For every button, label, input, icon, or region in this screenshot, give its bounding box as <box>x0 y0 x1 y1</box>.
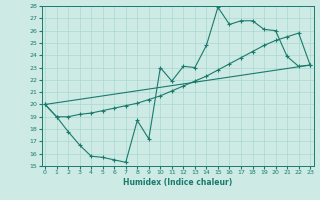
X-axis label: Humidex (Indice chaleur): Humidex (Indice chaleur) <box>123 178 232 187</box>
